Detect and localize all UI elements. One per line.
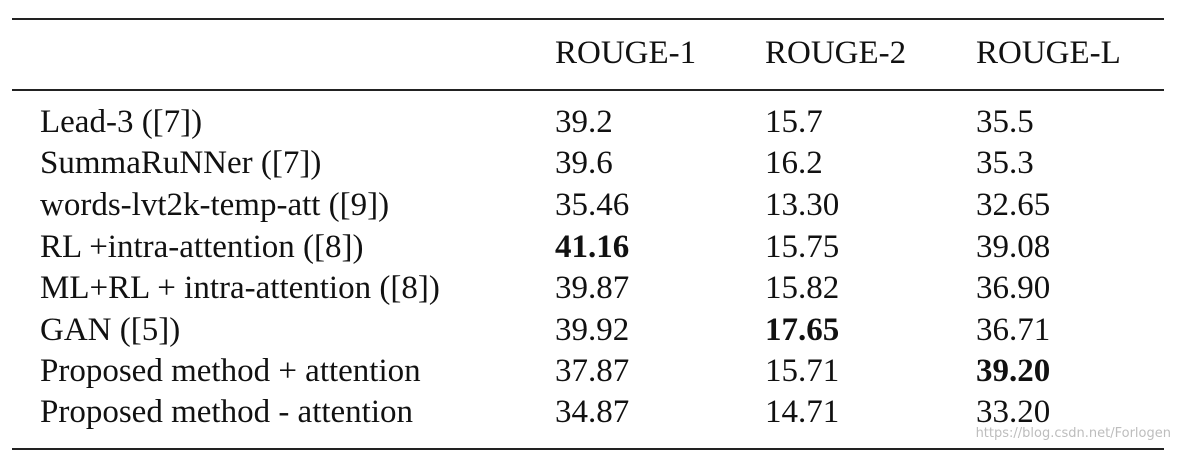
rouge-1-value-best: 41.16 [555,229,630,265]
table-row: SummaRuNNer ([7]) 39.6 16.2 35.3 [0,143,1183,183]
method-name: Lead-3 ([7]) [40,104,203,140]
table-top-rule [12,18,1164,20]
method-name: words-lvt2k-temp-att ([9]) [40,187,390,223]
rouge-1-value: 34.87 [555,394,630,430]
table-row: ML+RL + intra-attention ([8]) 39.87 15.8… [0,268,1183,308]
table-row: Proposed method - attention 34.87 14.71 … [0,392,1183,432]
header-rouge-1: ROUGE-1 [555,35,697,71]
table-row: Proposed method + attention 37.87 15.71 … [0,351,1183,391]
watermark: https://blog.csdn.net/Forlogen [975,426,1171,441]
method-name: RL +intra-attention ([8]) [40,229,364,265]
rouge-2-value: 15.71 [765,353,840,389]
rouge-1-value: 37.87 [555,353,630,389]
table-header-rule [12,89,1164,91]
rouge-l-value: 36.90 [976,270,1051,306]
method-name: SummaRuNNer ([7]) [40,145,322,181]
rouge-1-value: 39.87 [555,270,630,306]
table-row: Lead-3 ([7]) 39.2 15.7 35.5 [0,102,1183,142]
rouge-1-value: 39.2 [555,104,613,140]
rouge-1-value: 35.46 [555,187,630,223]
rouge-2-value: 16.2 [765,145,823,181]
header-rouge-2: ROUGE-2 [765,35,907,71]
rouge-1-value: 39.92 [555,312,630,348]
table-bottom-rule [12,448,1164,450]
rouge-l-value: 35.5 [976,104,1034,140]
table-row: words-lvt2k-temp-att ([9]) 35.46 13.30 3… [0,185,1183,225]
rouge-l-value: 33.20 [976,394,1051,430]
method-name: ML+RL + intra-attention ([8]) [40,270,440,306]
rouge-l-value-best: 39.20 [976,353,1051,389]
table-row: RL +intra-attention ([8]) 41.16 15.75 39… [0,227,1183,267]
rouge-2-value: 14.71 [765,394,840,430]
header-rouge-l: ROUGE-L [976,35,1121,71]
rouge-1-value: 39.6 [555,145,613,181]
method-name: Proposed method - attention [40,394,414,430]
table-row: GAN ([5]) 39.92 17.65 36.71 [0,310,1183,350]
rouge-2-value: 15.82 [765,270,840,306]
rouge-l-value: 35.3 [976,145,1034,181]
rouge-2-value: 15.75 [765,229,840,265]
method-name: GAN ([5]) [40,312,181,348]
rouge-l-value: 32.65 [976,187,1051,223]
rouge-l-value: 36.71 [976,312,1051,348]
rouge-2-value-best: 17.65 [765,312,840,348]
method-name: Proposed method + attention [40,353,421,389]
rouge-2-value: 13.30 [765,187,840,223]
rouge-l-value: 39.08 [976,229,1051,265]
rouge-2-value: 15.7 [765,104,823,140]
